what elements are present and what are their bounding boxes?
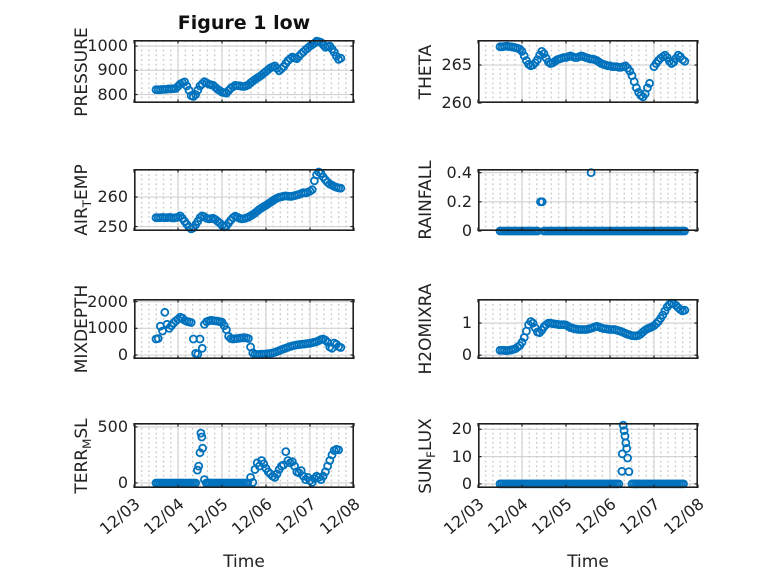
plot-svg (133, 299, 355, 360)
y-tick-label: 0 (117, 345, 128, 364)
subplot-rainfall: 0 0.2 0.4 RAINFALL (416, 160, 699, 240)
subplot-theta: 260 265 THETA (416, 40, 699, 112)
minor-grid (479, 170, 697, 230)
y-tick-label: 0 (461, 473, 472, 493)
y-tick-label: 0 (117, 472, 128, 492)
plot-svg (133, 36, 355, 104)
subplot-sun-flux: 0 10 20 SUNFLUX 12/03 12/04 12/05 12/06 12/07 12/… (416, 418, 708, 539)
plot-svg (477, 168, 699, 236)
figure-title: Figure 1 low (177, 12, 311, 34)
y-tick-label: 500 (97, 416, 128, 436)
y-tick-label: 900 (97, 60, 128, 80)
minor-grid (479, 300, 697, 358)
y-tick-label: 0 (461, 345, 472, 365)
y-tick-label: 1 (461, 313, 472, 333)
x-axis-label-left: Time (223, 552, 265, 572)
y-tick-label: 1000 (87, 36, 128, 56)
y-tick-label: 800 (97, 84, 128, 104)
subplot-air-temp: 250 260 AIRTEMP (72, 164, 355, 236)
y-tick-label: 20 (451, 419, 472, 439)
y-tick-label: 0.4 (446, 162, 472, 182)
subplot-terr-msl: 0 500 TERRMSL 12/03 12/04 12/05 12/06 12/07 12/0… (72, 417, 364, 538)
y-tick-label: 10 (451, 446, 472, 466)
y-tick-label: 1000 (87, 318, 128, 338)
y-tick-label: 260 (441, 93, 472, 112)
minor-grid (479, 424, 697, 487)
y-tick-label: 2000 (87, 291, 128, 311)
plot-svg (133, 167, 355, 234)
subplot-mixdepth: 0 1000 2000 MIXDEPTH (72, 285, 355, 373)
y-tick-label: 0 (461, 221, 472, 240)
y-tick-label: 265 (441, 55, 472, 75)
plot-svg (477, 298, 699, 360)
plot-svg (133, 423, 355, 489)
plot-svg (477, 40, 699, 104)
subplot-h2omixra: 0 1 H2OMIXRA (416, 283, 699, 375)
y-tick-label: 260 (97, 187, 128, 207)
plot-svg (477, 420, 699, 489)
y-tick-label: 250 (97, 216, 128, 236)
x-axis-label-right: Time (567, 552, 609, 572)
subplot-pressure: 800 900 1000 PRESSURE (72, 27, 355, 116)
y-tick-label: 0.2 (446, 191, 472, 211)
